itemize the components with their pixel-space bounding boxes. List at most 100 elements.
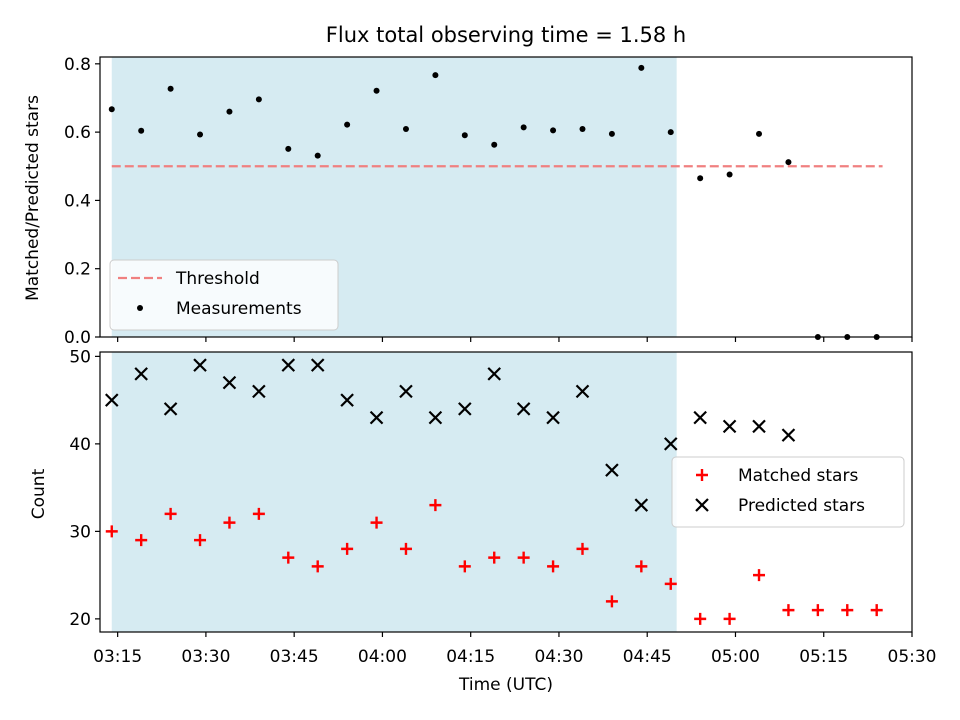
predicted-star-point [399,384,413,399]
matched-star-point [429,499,442,512]
x-tick-label: 05:30 [888,647,937,667]
matched-star-point [753,569,766,582]
measurement-point [314,152,321,159]
count-y-tick-label: 50 [69,347,91,367]
legend-label: Predicted stars [738,496,865,516]
predicted-star-point [575,384,590,399]
legend-label: Measurements [176,299,302,319]
x-tick-label: 04:45 [623,647,672,667]
x-tick-label: 03:30 [181,647,230,667]
ratio-y-tick-label: 0.2 [64,260,91,280]
measurement-point [461,132,468,139]
predicted-star-point [634,498,649,512]
measurement-point [579,126,586,133]
matched-star-point [841,604,854,617]
matched-star-point [694,612,707,625]
matched-star-point [782,604,795,617]
measurement-point [226,108,233,115]
predicted-star-point [134,367,148,381]
x-tick-label: 03:15 [93,647,142,667]
predicted-star-point [281,358,296,372]
count-y-tick-label: 40 [69,435,91,455]
matched-star-point [223,516,236,529]
ratio-y-tick-label: 0.0 [64,328,91,348]
measurement-point [756,130,763,137]
x-tick-label: 04:15 [446,647,495,667]
measurement-point [785,159,792,166]
predicted-star-point [104,393,119,407]
ratio-panel: 0.0 0.2 0.4 0.6 0.8 Threshold Measurements [64,55,913,348]
measurement-point [550,127,557,134]
matched-star-point [664,577,677,590]
measurement-point [344,121,351,128]
measurement-point [402,126,409,133]
predicted-star-point [752,419,766,434]
legend-measurement-marker [137,305,143,311]
x-axis-label: Time (UTC) [458,675,553,695]
matched-star-point [341,542,354,555]
count-y-tick-label: 30 [69,522,91,542]
legend-label: Matched stars [738,466,858,486]
predicted-star-point [605,463,619,477]
predicted-star-point [163,402,178,416]
measurement-point [520,124,527,131]
count-legend-box [671,456,905,528]
predicted-star-point [340,393,354,407]
predicted-star-point [722,419,737,434]
predicted-star-point [310,358,325,372]
predicted-star-point [663,437,678,451]
legend-predicted-marker [695,498,709,512]
legend-matched-marker [696,469,708,481]
ratio-axes-frame [99,56,913,338]
predicted-star-point [252,384,266,399]
predicted-star-point [458,402,472,416]
x-tick-label: 05:15 [799,647,848,667]
matched-star-point [311,560,324,573]
matched-star-point [811,604,824,617]
matched-star-point [517,551,530,564]
measurement-point [432,72,439,79]
matched-star-point [399,542,412,555]
measurement-point [373,87,380,94]
x-tick-label: 04:30 [534,647,583,667]
measurement-point [108,106,115,113]
predicted-star-point [546,410,560,425]
ratio-y-axis-label: Matched/Predicted stars [23,95,43,301]
matched-star-point [605,595,618,608]
ratio-legend-box [109,259,339,331]
measurement-point [697,175,704,182]
matched-star-point [488,551,501,564]
x-tick-label: 03:45 [270,647,319,667]
matched-star-point [252,507,265,520]
measurement-point [285,145,292,152]
matched-star-point [164,507,177,520]
predicted-star-point [516,402,531,416]
measurement-point [197,131,204,138]
predicted-star-point [781,428,796,442]
matched-star-point [635,560,648,573]
predicted-star-point [428,410,443,425]
x-tick-label: 04:00 [358,647,407,667]
matched-star-point [870,604,883,617]
matched-star-point [723,612,736,625]
predicted-star-point [487,367,502,381]
count-y-axis-label: Count [29,468,49,519]
matched-star-point [194,534,207,547]
legend-label: Threshold [175,269,260,289]
measurement-point [667,129,674,136]
count-shaded-span [111,352,677,632]
matched-star-point [282,551,295,564]
matched-star-point [576,542,589,555]
count-y-tick-label: 20 [69,610,91,630]
matched-star-point [370,516,383,529]
x-tick-label: 05:00 [711,647,760,667]
predicted-star-point [369,410,384,425]
predicted-star-point [222,375,237,390]
measurement-point [255,96,262,103]
figure-title: Flux total observing time = 1.58 h [326,23,686,47]
measurement-point [638,64,645,71]
measurement-point [608,130,615,137]
predicted-star-point [193,358,207,372]
count-axes-frame [99,351,913,633]
